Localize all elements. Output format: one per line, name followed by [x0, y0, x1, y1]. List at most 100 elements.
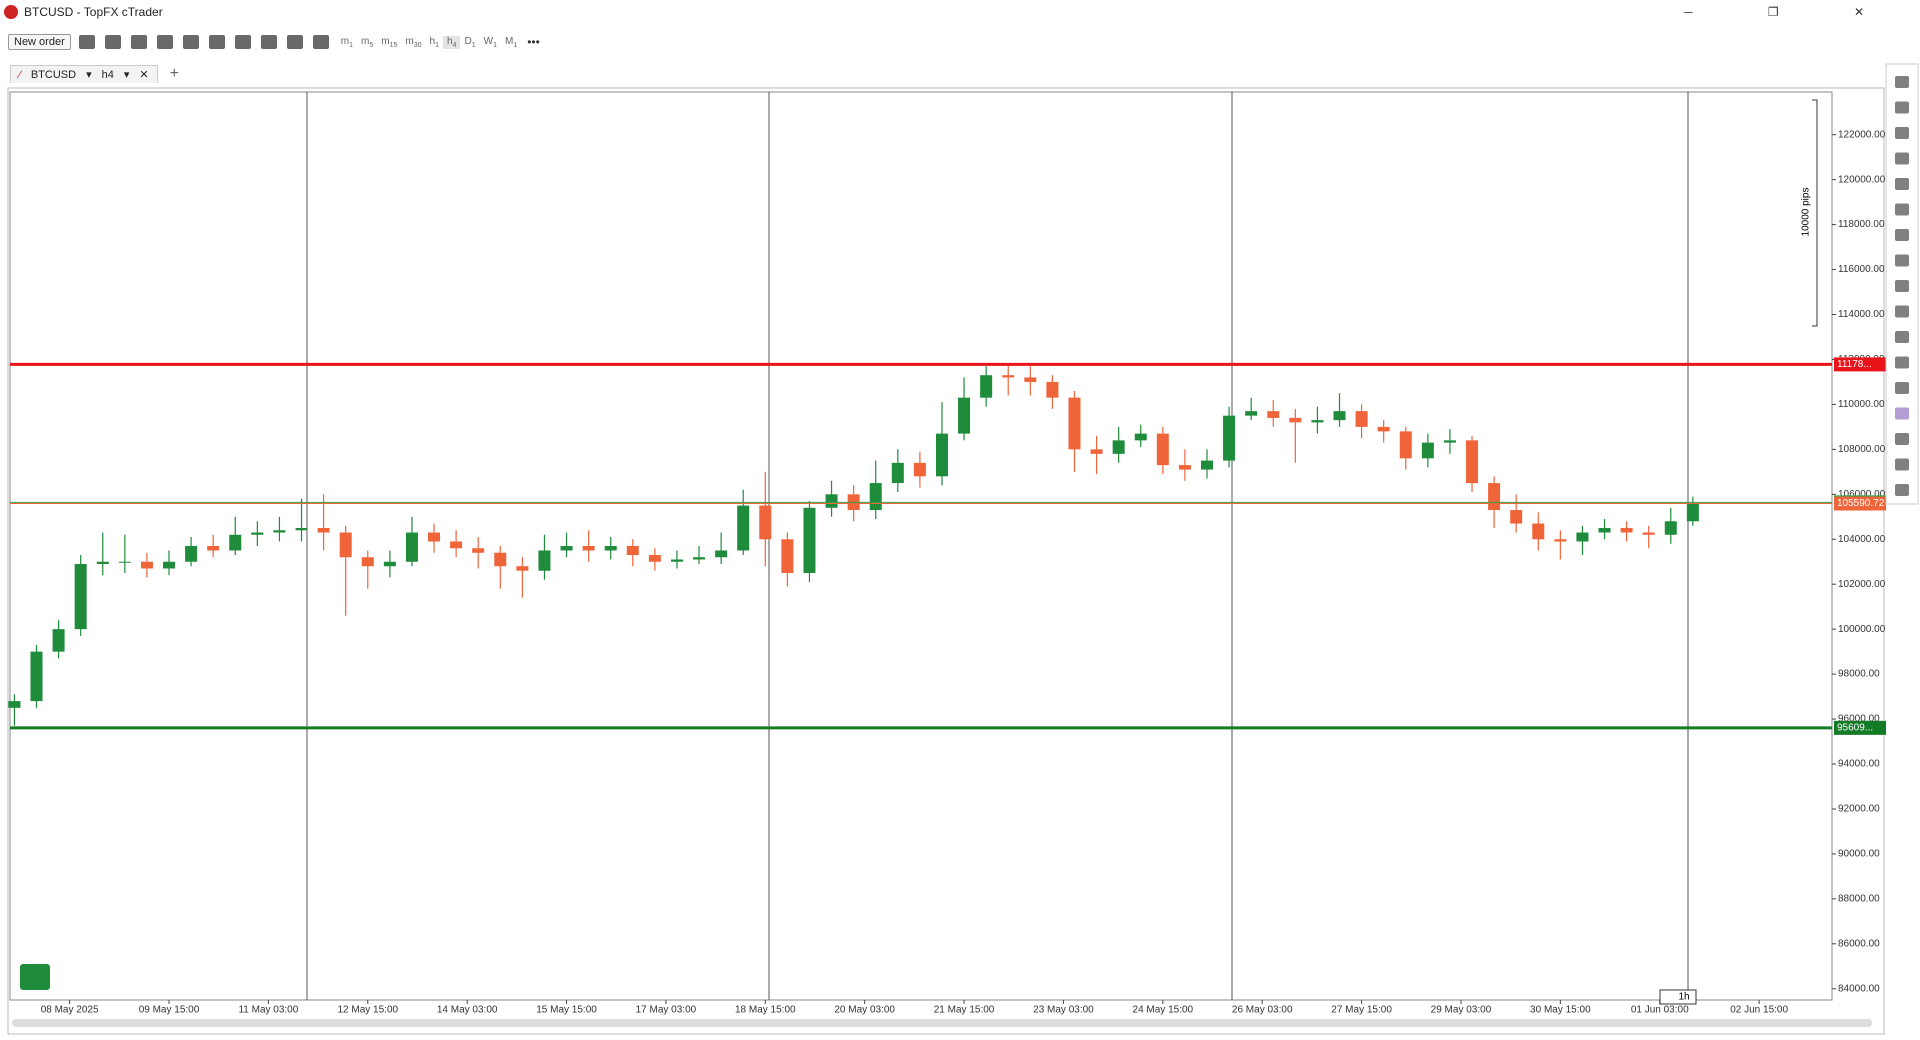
candle-body — [428, 532, 441, 542]
candle-body — [560, 546, 573, 551]
candle-body — [1223, 415, 1236, 461]
window-controls[interactable]: ─ ❐ ✕ — [1684, 5, 1900, 19]
quick-trade-button — [20, 964, 50, 990]
candle-body — [1178, 465, 1191, 470]
tool-icon[interactable] — [312, 35, 329, 49]
timeframe-button[interactable]: m15 — [377, 36, 401, 49]
drawing-tool — [1895, 254, 1909, 267]
tool-icon[interactable] — [156, 35, 173, 49]
candle-body — [1289, 417, 1302, 423]
candle-body — [163, 561, 176, 569]
tool-icon[interactable] — [182, 35, 199, 49]
timeframe-button[interactable]: M1 — [501, 36, 521, 49]
timeframe-sub: 1 — [435, 41, 439, 49]
candle-body — [913, 462, 926, 477]
candle-body — [1355, 411, 1368, 427]
tool-icon[interactable] — [78, 35, 95, 49]
candle-body — [538, 550, 551, 571]
candle-body — [1333, 411, 1346, 421]
candle-body — [582, 546, 595, 551]
drawing-tool — [1895, 178, 1909, 190]
candle-body — [891, 462, 904, 484]
candle-body — [980, 375, 993, 398]
timeframe-button[interactable]: m1 — [337, 36, 357, 49]
x-tick-label: 09 May 15:00 — [139, 1005, 200, 1016]
app-icon — [4, 5, 18, 19]
tool-icon[interactable] — [234, 35, 251, 49]
price-label: 105641.12 — [1837, 497, 1885, 508]
timeframe-main: h — [429, 35, 436, 47]
candle-body — [140, 561, 153, 569]
x-tick-label: 18 May 15:00 — [735, 1005, 796, 1016]
x-tick-label: 20 May 03:00 — [834, 1005, 895, 1016]
candle-body — [8, 701, 21, 708]
timeframe-button[interactable]: h1 — [426, 36, 443, 49]
x-tick-label: 29 May 03:00 — [1431, 1005, 1492, 1016]
candle-body — [472, 548, 485, 553]
timeframe-button[interactable]: W1 — [480, 36, 501, 49]
timeframe-button[interactable]: h4 — [443, 35, 461, 49]
drawing-tool — [1895, 331, 1909, 343]
candle-body — [958, 397, 971, 434]
drawing-tool — [1895, 101, 1909, 114]
timeframe-button[interactable]: D1 — [460, 36, 479, 49]
window-title: BTCUSD - TopFX cTrader — [24, 5, 163, 19]
tool-icon[interactable] — [286, 35, 303, 49]
candle-body — [1620, 528, 1633, 533]
candle-body — [1200, 460, 1213, 470]
drawing-tool — [1895, 356, 1909, 369]
plot-area — [9, 91, 1833, 1001]
candle-body — [96, 561, 109, 564]
more-button[interactable]: ••• — [527, 35, 540, 49]
title-bar: BTCUSD - TopFX cTrader ─ ❐ ✕ — [0, 0, 1920, 24]
tab-close[interactable]: ✕ — [139, 69, 149, 81]
chart-tab[interactable]: ⁄ BTCUSD ▾ h4 ▾ ✕ — [10, 65, 158, 83]
tool-panel — [1885, 63, 1919, 505]
candle-body — [1532, 523, 1545, 540]
timeframe-main: h — [447, 35, 453, 47]
candle-body — [30, 651, 43, 702]
drawing-tool — [1895, 280, 1909, 292]
new-order-button[interactable]: New order — [8, 34, 71, 50]
candle-body — [1377, 426, 1390, 432]
candle-body — [715, 550, 728, 558]
timeframe-button[interactable]: m30 — [401, 36, 425, 49]
timeframe-sub: 5 — [369, 41, 374, 49]
candle-body — [1443, 440, 1456, 443]
y-tick-label: 110000.00 — [1838, 399, 1885, 410]
y-tick-label: 104000.00 — [1838, 534, 1886, 545]
timeframe-button[interactable]: m5 — [357, 36, 377, 49]
y-tick-label: 116000.00 — [1838, 264, 1885, 275]
x-tick-label: 30 May 15:00 — [1530, 1005, 1591, 1016]
candle-body — [759, 505, 772, 540]
tab-timeframe: h4 — [101, 68, 114, 81]
candle-body — [781, 539, 794, 573]
tool-icon[interactable] — [208, 35, 225, 49]
candle-body — [1002, 375, 1015, 378]
price-label-box — [1834, 496, 1886, 511]
cursor-box — [1659, 989, 1697, 1005]
pips-ruler — [1812, 99, 1818, 327]
tool-icon[interactable] — [130, 35, 147, 49]
x-tick-label: 27 May 15:00 — [1331, 1005, 1392, 1016]
tool-icon[interactable] — [104, 35, 121, 49]
candle-body — [626, 546, 639, 555]
y-tick-label: 120000.00 — [1838, 174, 1886, 185]
candle-body — [295, 528, 308, 531]
candle-body — [1686, 503, 1699, 522]
x-tick-label: 11 May 03:00 — [238, 1005, 298, 1016]
timeframe-main: m — [340, 35, 350, 47]
add-tab[interactable]: + — [169, 65, 179, 82]
y-tick-label: 88000.00 — [1838, 894, 1880, 905]
candle-body — [361, 557, 374, 567]
candle-body — [494, 552, 507, 567]
y-tick-label: 98000.00 — [1838, 669, 1880, 680]
candle-body — [339, 532, 352, 558]
candle-body — [1488, 483, 1501, 511]
drawing-tool — [1895, 127, 1909, 139]
candle-body — [516, 566, 529, 571]
x-tick-label: 21 May 15:00 — [934, 1005, 995, 1016]
tool-icon[interactable] — [260, 35, 277, 49]
price-label-box — [1834, 495, 1886, 510]
